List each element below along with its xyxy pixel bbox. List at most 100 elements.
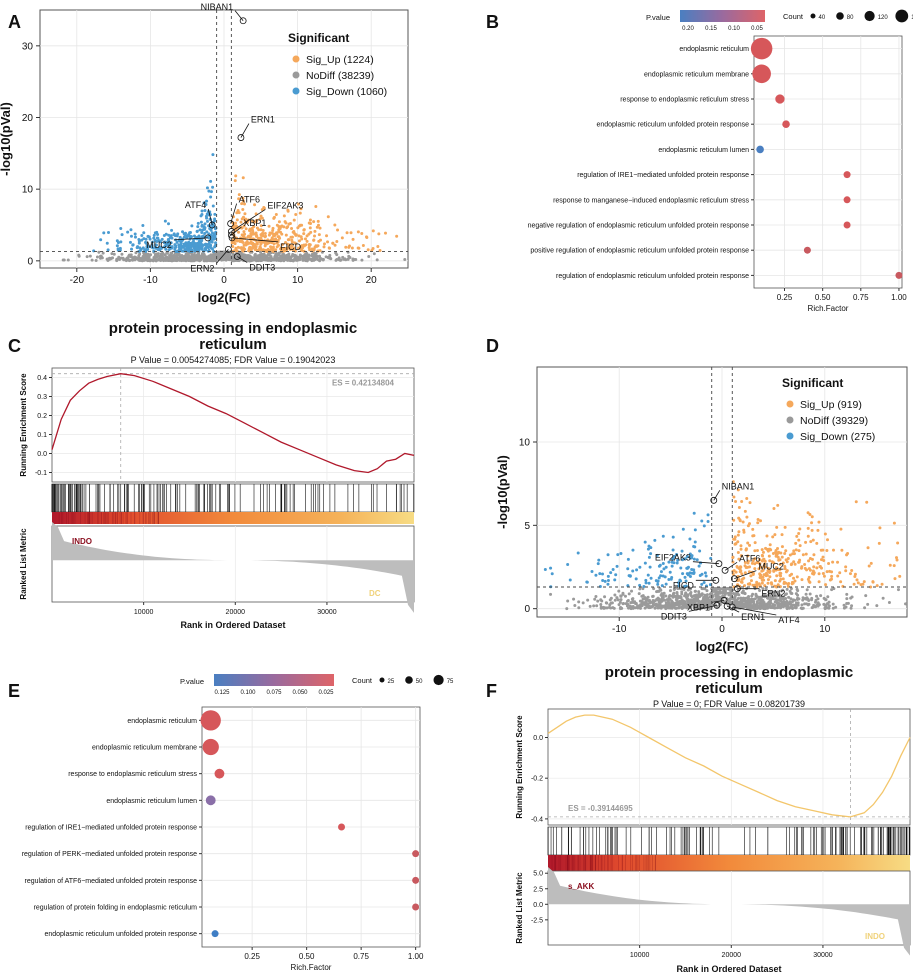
point-down	[192, 234, 196, 238]
point-up	[751, 583, 755, 587]
point-nodiff	[815, 594, 819, 598]
point-up	[831, 548, 835, 552]
point-nodiff	[259, 258, 263, 262]
point-down	[646, 573, 650, 577]
point-nodiff	[163, 253, 167, 257]
point-up	[768, 575, 772, 579]
point-down	[212, 237, 216, 241]
point-up	[344, 245, 348, 249]
point-down	[619, 551, 623, 555]
y-tick-label: 0.0	[37, 451, 47, 458]
x-tick-label: 0.25	[244, 952, 260, 961]
point-down	[211, 153, 215, 157]
point-nodiff	[190, 259, 194, 263]
point-nodiff	[337, 258, 341, 262]
point-nodiff	[577, 600, 581, 604]
point-down	[135, 246, 139, 250]
point-nodiff	[216, 254, 220, 258]
point-nodiff	[718, 587, 722, 591]
point-nodiff	[324, 255, 328, 259]
point-nodiff	[613, 598, 617, 602]
point-up	[896, 541, 900, 545]
point-up	[756, 517, 760, 521]
point-nodiff	[94, 259, 98, 263]
legend-count-label: 40	[819, 15, 826, 21]
gene-label: ERN1	[251, 115, 275, 125]
point-down	[205, 212, 209, 216]
point-up	[825, 570, 829, 574]
point-up	[740, 580, 744, 584]
point-up	[241, 208, 245, 212]
point-nodiff	[197, 256, 201, 260]
x-tick-label: 20	[366, 275, 378, 286]
point-up	[284, 233, 288, 237]
point-down	[664, 565, 668, 569]
point-nodiff	[594, 595, 598, 599]
point-up	[792, 576, 796, 580]
point-nodiff	[692, 594, 696, 598]
point-down	[153, 231, 157, 235]
point-up	[308, 218, 312, 222]
point-down	[188, 248, 192, 252]
point-down	[187, 233, 191, 237]
point-down	[616, 553, 620, 557]
point-up	[867, 564, 871, 568]
point-down	[181, 230, 185, 234]
bar-stripes	[58, 512, 159, 524]
y-tick-label: -0.4	[531, 816, 543, 823]
point-nodiff	[830, 588, 834, 592]
point-up	[739, 569, 743, 573]
point-nodiff	[651, 601, 655, 605]
point-up	[361, 243, 365, 247]
point-up	[810, 521, 814, 525]
point-up	[302, 232, 306, 236]
point-up	[820, 558, 824, 562]
point-nodiff	[77, 253, 81, 257]
point-up	[238, 239, 242, 243]
point-down	[585, 580, 589, 584]
point-nodiff	[258, 250, 262, 254]
data-points	[61, 153, 407, 263]
point-down	[196, 225, 200, 229]
point-up	[360, 231, 364, 235]
point-nodiff	[599, 606, 603, 610]
point-down	[566, 562, 570, 566]
point-down	[695, 558, 699, 562]
term-dot	[211, 930, 219, 938]
point-down	[646, 547, 650, 551]
point-up	[807, 575, 811, 579]
point-up	[816, 528, 820, 532]
point-up	[822, 574, 826, 578]
point-down	[106, 248, 110, 252]
point-down	[671, 548, 675, 552]
legend-swatch	[292, 55, 300, 63]
point-nodiff	[675, 606, 679, 610]
point-up	[765, 534, 769, 538]
point-down	[200, 239, 204, 243]
x-tick-label: 10	[292, 275, 304, 286]
point-nodiff	[768, 598, 772, 602]
point-down	[597, 558, 601, 562]
term-dot	[202, 738, 219, 756]
point-nodiff	[648, 601, 652, 605]
point-up	[817, 520, 821, 524]
point-up	[731, 555, 735, 559]
point-down	[129, 228, 133, 232]
point-nodiff	[736, 597, 740, 601]
y-tick-label: 0.4	[37, 375, 47, 382]
point-up	[317, 233, 321, 237]
term-label: response to endoplasmic reticulum stress	[68, 771, 197, 778]
point-up	[817, 580, 821, 584]
point-nodiff	[896, 588, 900, 592]
point-nodiff	[617, 589, 621, 593]
point-nodiff	[849, 596, 853, 600]
point-down	[690, 567, 694, 571]
y-tick-label: -0.1	[35, 470, 47, 477]
point-nodiff	[224, 254, 228, 258]
point-up	[231, 244, 235, 248]
point-nodiff	[95, 255, 99, 259]
point-down	[205, 186, 209, 190]
point-up	[866, 546, 870, 550]
point-up	[236, 208, 240, 212]
